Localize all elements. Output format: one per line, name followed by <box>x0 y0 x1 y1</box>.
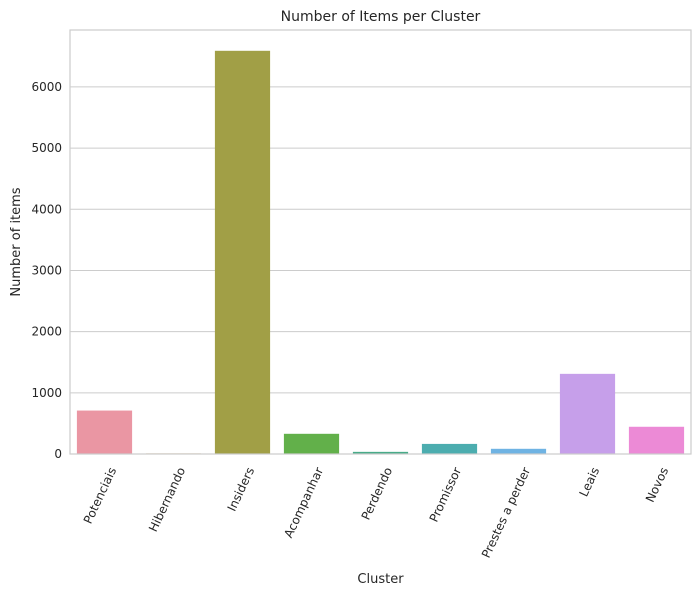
x-tick-label: Insiders <box>225 465 258 513</box>
bar-promissor <box>421 443 478 454</box>
bar-insiders <box>214 50 271 454</box>
x-tick-label: Prestes a perder <box>479 465 533 560</box>
y-tick-label: 3000 <box>31 263 62 277</box>
x-tick-label: Perdendo <box>359 465 396 522</box>
bar-potenciais <box>76 410 133 454</box>
y-tick-label: 2000 <box>31 325 62 339</box>
x-tick-label: Potenciais <box>81 465 119 526</box>
bar-novos <box>628 426 685 454</box>
x-tick-label: Hibernando <box>146 465 188 534</box>
grid-lines <box>70 86 691 455</box>
x-tick-label: Novos <box>643 465 671 504</box>
x-tick-label: Promissor <box>427 465 465 524</box>
chart-title: Number of Items per Cluster <box>281 9 481 25</box>
y-axis-ticks: 0 1000 2000 3000 4000 5000 6000 <box>31 80 62 461</box>
y-axis-label: Number of items <box>9 187 24 296</box>
x-axis-ticks: Potenciais Hibernando Insiders Acompanhar Pe… <box>81 465 671 560</box>
y-tick-label: 4000 <box>31 202 62 216</box>
y-tick-label: 1000 <box>31 386 62 400</box>
bar-acompanhar <box>283 433 340 454</box>
x-tick-label: Acompanhar <box>281 465 326 540</box>
bar-prestes-a-perder <box>490 448 547 454</box>
y-tick-label: 6000 <box>31 80 62 94</box>
y-tick-label: 5000 <box>31 141 62 155</box>
bar-leais <box>559 373 616 454</box>
bar-perdendo <box>352 451 409 454</box>
plot-frame <box>69 29 692 455</box>
bars <box>76 50 685 454</box>
y-tick-label: 0 <box>54 447 62 461</box>
x-axis-label: Cluster <box>357 572 404 587</box>
x-tick-label: Leais <box>576 465 602 499</box>
